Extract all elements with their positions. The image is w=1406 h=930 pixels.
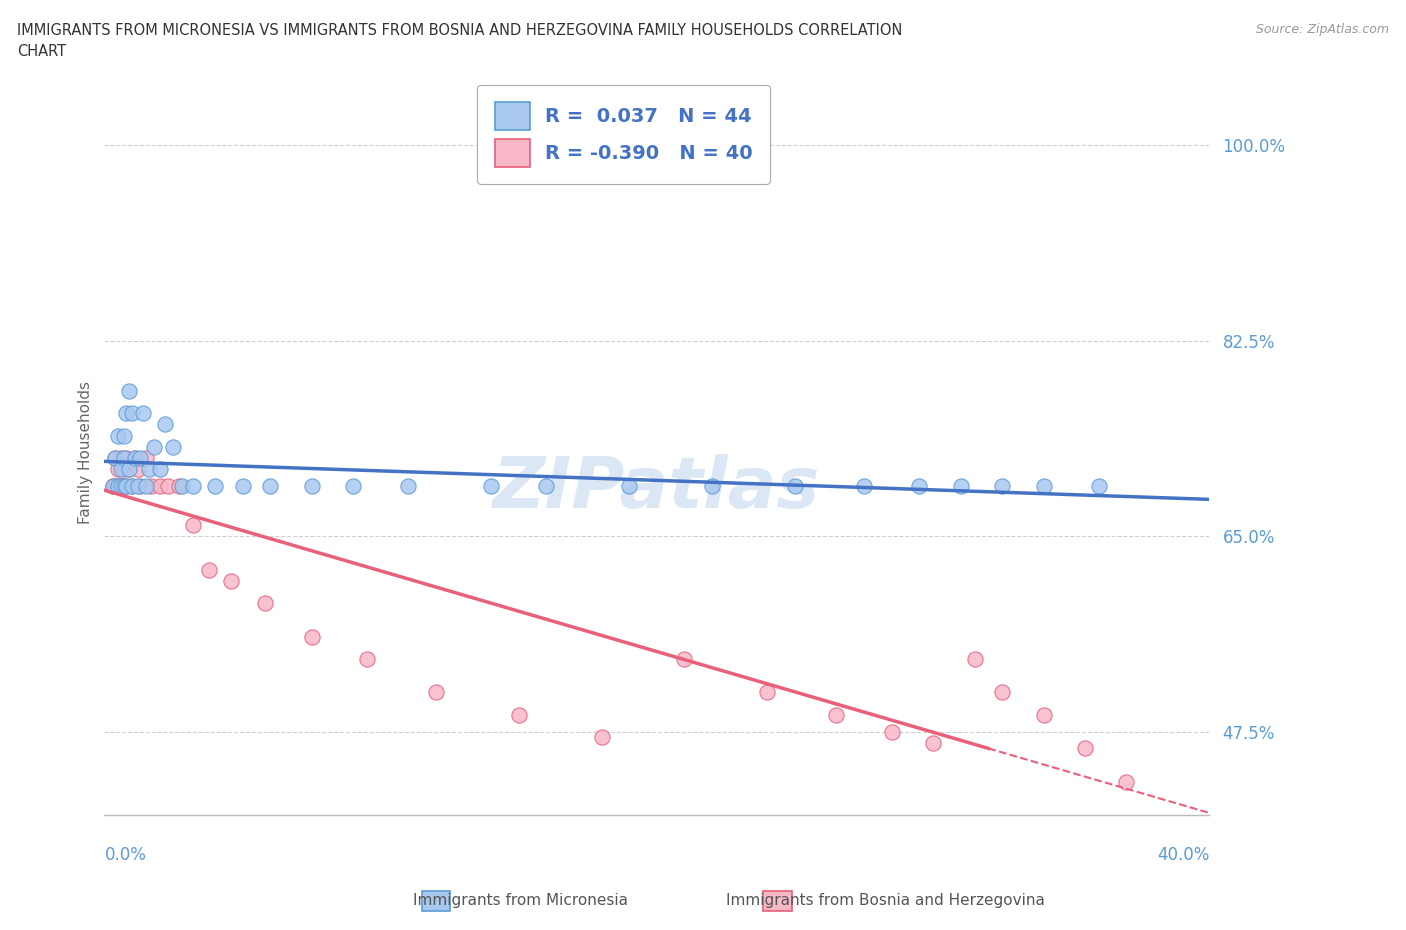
- Point: [1074, 741, 1097, 756]
- Point: [135, 450, 157, 465]
- Point: [825, 708, 848, 723]
- Point: [112, 478, 135, 493]
- Point: [673, 652, 696, 667]
- Point: [124, 450, 146, 465]
- Point: [396, 478, 419, 493]
- Point: [110, 461, 132, 476]
- Point: [301, 478, 323, 493]
- Point: [1032, 478, 1054, 493]
- Bar: [422, 891, 450, 911]
- Point: [149, 461, 172, 476]
- Point: [104, 478, 127, 493]
- Point: [101, 478, 124, 493]
- Point: [425, 685, 447, 700]
- Point: [135, 478, 157, 493]
- Point: [221, 573, 243, 588]
- Text: Immigrants from Bosnia and Herzegovina: Immigrants from Bosnia and Herzegovina: [727, 893, 1045, 908]
- Text: Immigrants from Micronesia: Immigrants from Micronesia: [413, 893, 627, 908]
- Point: [104, 450, 127, 465]
- Text: ZIPatlas: ZIPatlas: [494, 454, 821, 523]
- Point: [153, 417, 176, 432]
- Point: [167, 478, 190, 493]
- Point: [259, 478, 281, 493]
- Point: [129, 478, 152, 493]
- Point: [591, 730, 613, 745]
- Point: [356, 652, 378, 667]
- Point: [479, 478, 502, 493]
- Point: [107, 461, 129, 476]
- Point: [110, 478, 132, 493]
- Point: [149, 478, 172, 493]
- Point: [115, 478, 138, 493]
- Point: [181, 517, 204, 532]
- Point: [198, 562, 221, 577]
- Point: [991, 478, 1014, 493]
- Point: [112, 461, 135, 476]
- Point: [170, 478, 193, 493]
- Point: [127, 478, 149, 493]
- Point: [118, 461, 141, 476]
- Point: [127, 461, 149, 476]
- Point: [115, 478, 138, 493]
- Point: [963, 652, 986, 667]
- Text: 0.0%: 0.0%: [104, 846, 146, 864]
- Point: [301, 630, 323, 644]
- Point: [110, 450, 132, 465]
- Point: [783, 478, 806, 493]
- Point: [101, 478, 124, 493]
- Point: [118, 461, 141, 476]
- Point: [949, 478, 972, 493]
- Point: [253, 595, 276, 610]
- Point: [756, 685, 779, 700]
- Point: [853, 478, 876, 493]
- Point: [991, 685, 1014, 700]
- Text: IMMIGRANTS FROM MICRONESIA VS IMMIGRANTS FROM BOSNIA AND HERZEGOVINA FAMILY HOUS: IMMIGRANTS FROM MICRONESIA VS IMMIGRANTS…: [17, 23, 903, 60]
- Point: [118, 383, 141, 398]
- Point: [115, 405, 138, 420]
- Legend: R =  0.037   N = 44, R = -0.390   N = 40: R = 0.037 N = 44, R = -0.390 N = 40: [477, 85, 770, 184]
- Point: [156, 478, 179, 493]
- Point: [536, 478, 558, 493]
- Text: Source: ZipAtlas.com: Source: ZipAtlas.com: [1256, 23, 1389, 36]
- Point: [141, 478, 163, 493]
- Point: [124, 450, 146, 465]
- Point: [1115, 775, 1137, 790]
- Point: [342, 478, 364, 493]
- Point: [132, 405, 155, 420]
- Point: [107, 478, 129, 493]
- Point: [619, 478, 641, 493]
- Point: [110, 478, 132, 493]
- Point: [204, 478, 226, 493]
- Y-axis label: Family Households: Family Households: [79, 380, 93, 524]
- Point: [700, 478, 723, 493]
- Point: [112, 450, 135, 465]
- Point: [104, 450, 127, 465]
- Point: [143, 439, 166, 454]
- Point: [121, 478, 143, 493]
- Bar: [763, 891, 792, 911]
- Point: [880, 724, 903, 739]
- Point: [922, 736, 945, 751]
- Point: [129, 450, 152, 465]
- Point: [908, 478, 931, 493]
- Point: [138, 461, 160, 476]
- Point: [1088, 478, 1111, 493]
- Point: [181, 478, 204, 493]
- Point: [112, 428, 135, 443]
- Point: [107, 428, 129, 443]
- Point: [121, 405, 143, 420]
- Point: [112, 478, 135, 493]
- Point: [231, 478, 253, 493]
- Point: [508, 708, 530, 723]
- Point: [162, 439, 184, 454]
- Point: [115, 450, 138, 465]
- Point: [121, 478, 143, 493]
- Text: 40.0%: 40.0%: [1157, 846, 1209, 864]
- Point: [107, 478, 129, 493]
- Point: [1032, 708, 1054, 723]
